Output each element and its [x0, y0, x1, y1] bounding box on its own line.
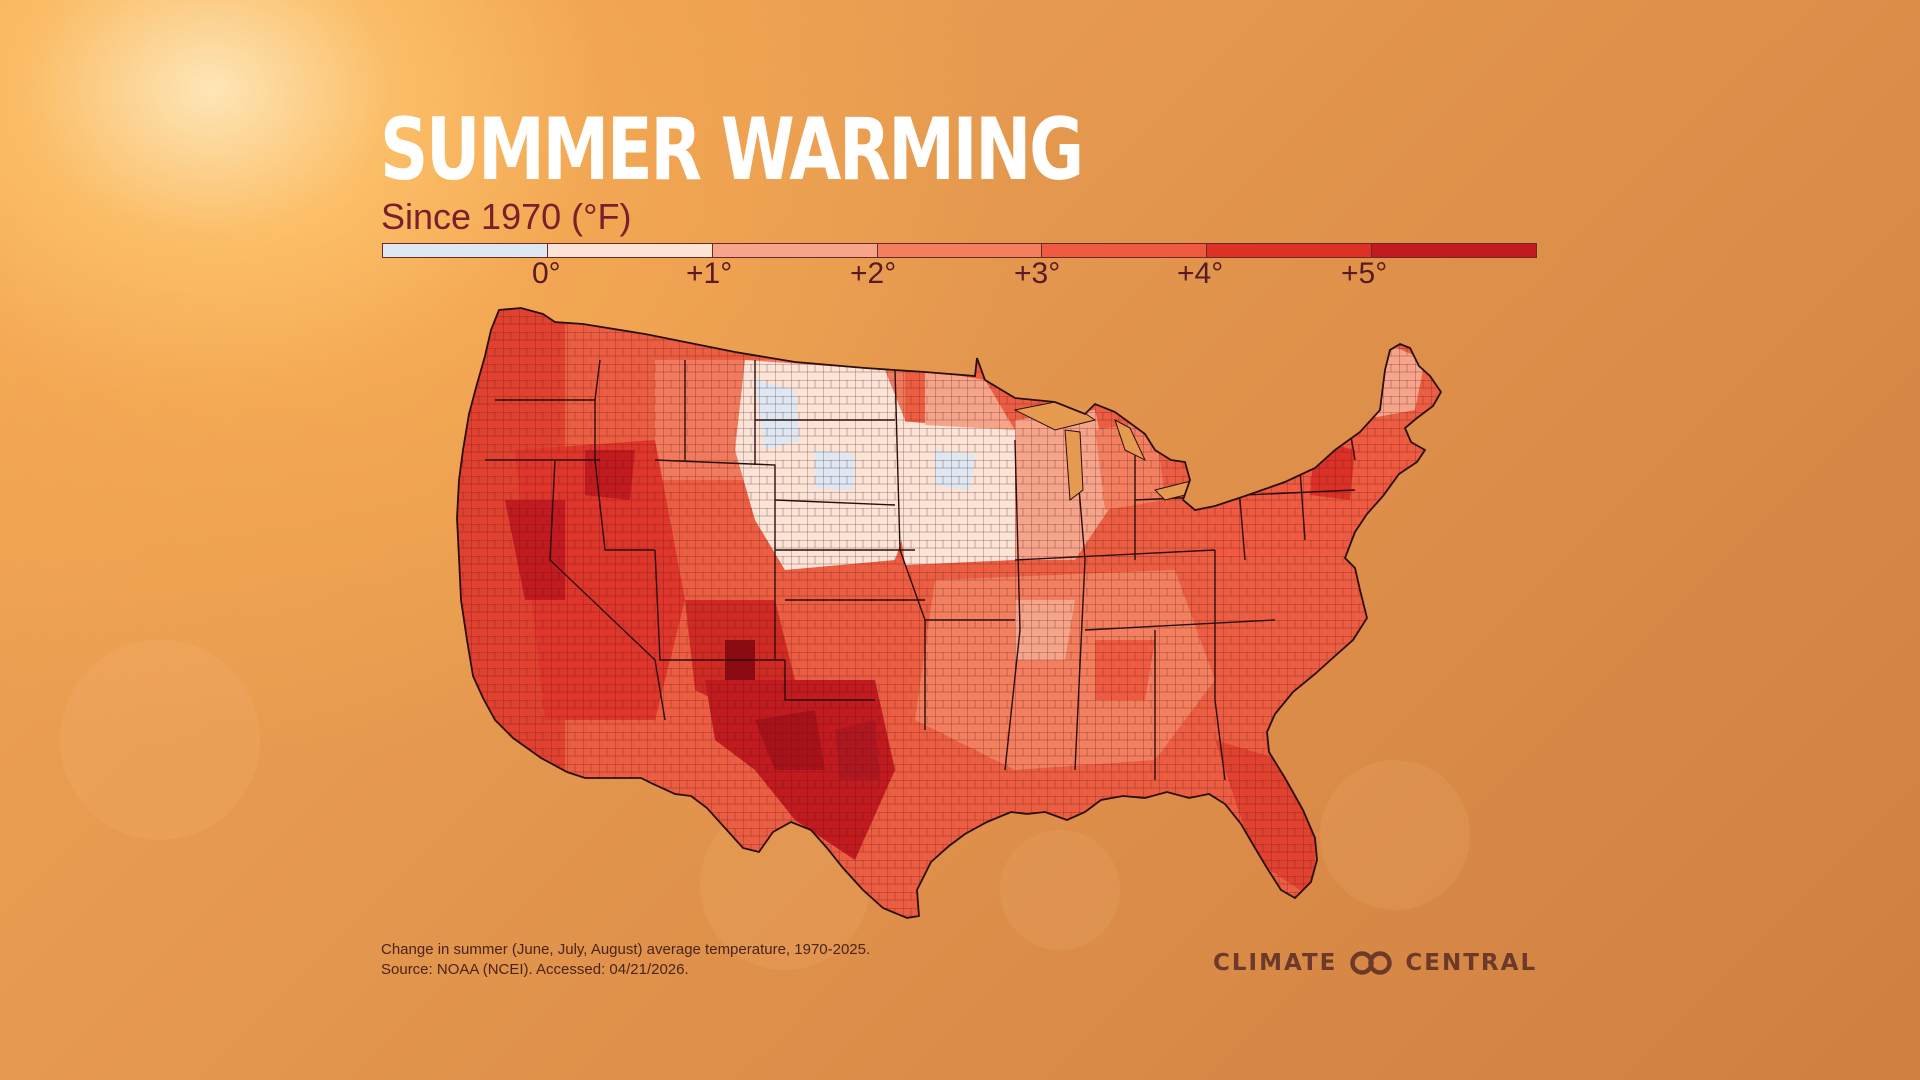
legend-tick-label: +4° [1177, 257, 1224, 290]
legend-swatch-2-to-2.5 [877, 244, 1043, 257]
linked-rings-icon [1350, 951, 1393, 975]
us-county-warming-map [456, 307, 1443, 919]
legend-tick-label: +2° [850, 257, 897, 290]
map-caption: Change in summer (June, July, August) av… [381, 940, 870, 980]
climate-central-logo: CLIMATE CENTRAL [1213, 948, 1537, 978]
page-subtitle: Since 1970 (°F) [381, 196, 632, 237]
legend-tick-label: 0° [532, 257, 561, 290]
legend-swatch-5-plus [1372, 244, 1537, 257]
brand-word-left: CLIMATE [1213, 950, 1338, 976]
legend-swatch-1-to-1.5 [712, 244, 878, 257]
caption-source: Source: NOAA (NCEI). Accessed: 04/21/202… [381, 961, 689, 978]
page-title: SUMMER WARMING [380, 100, 1084, 200]
legend-swatch-0-to-0.5 [547, 244, 713, 257]
color-legend-bar [382, 243, 1537, 258]
caption-description: Change in summer (June, July, August) av… [381, 941, 871, 958]
brand-word-right: CENTRAL [1405, 950, 1538, 976]
legend-tick-label: +3° [1014, 257, 1061, 290]
legend-swatch-4-to-4.5 [1207, 244, 1373, 257]
legend-swatch-3-to-3.5 [1042, 244, 1208, 257]
legend-tick-labels: 0° +1° +2° +3° +4° +5° [382, 256, 1538, 292]
legend-tick-label: +5° [1341, 257, 1388, 290]
legend-swatch-below-0 [383, 244, 548, 257]
legend-tick-label: +1° [686, 257, 733, 290]
